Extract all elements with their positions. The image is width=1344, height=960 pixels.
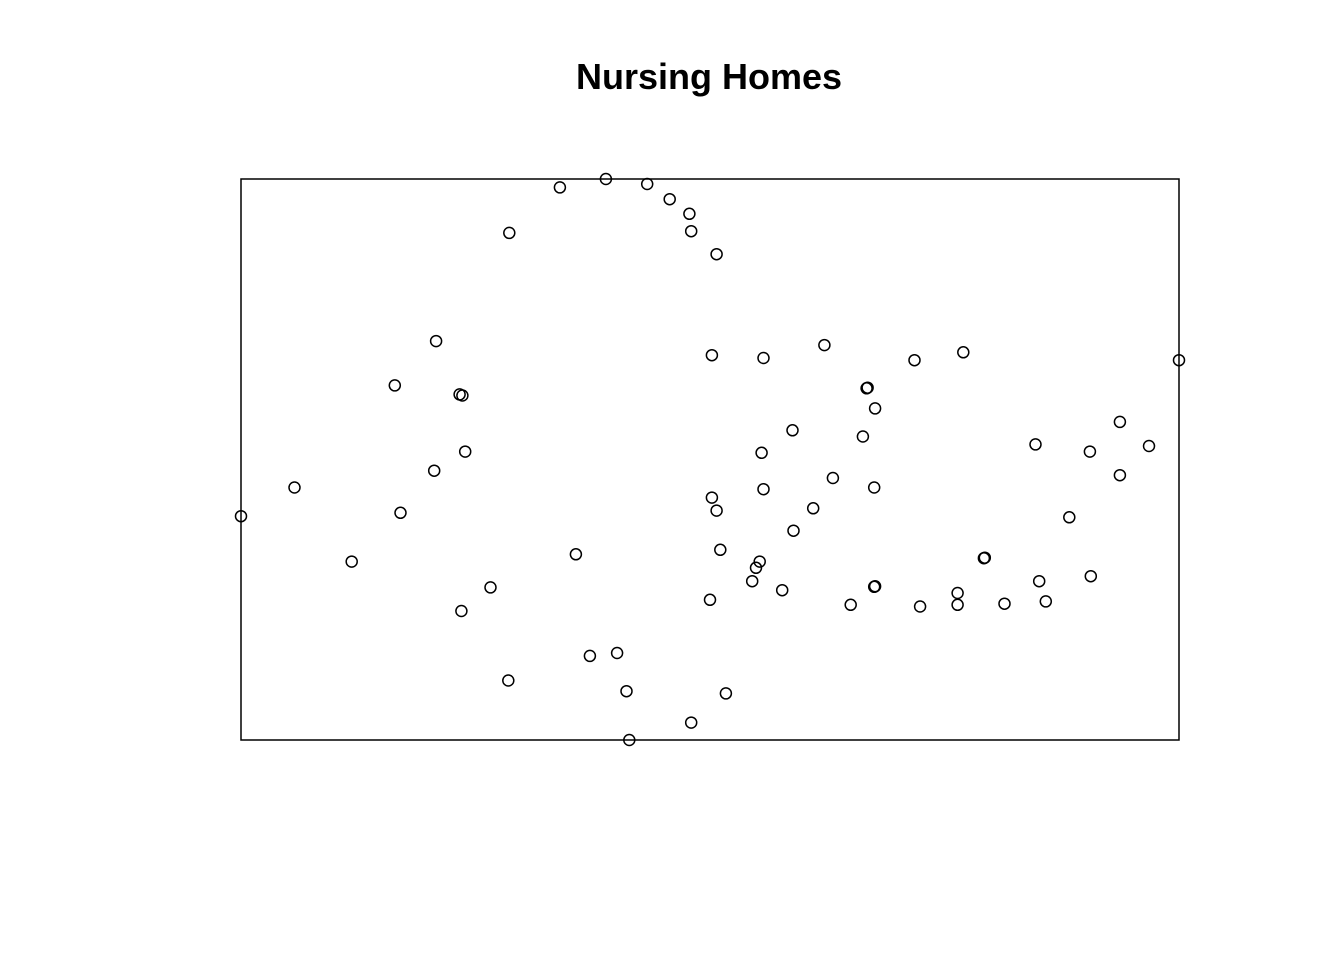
data-point — [710, 504, 723, 517]
data-point — [861, 381, 874, 394]
data-point — [749, 561, 763, 575]
data-point — [705, 491, 719, 504]
data-point — [867, 481, 881, 494]
data-point — [913, 600, 927, 613]
data-point — [705, 348, 719, 362]
data-point — [1083, 445, 1097, 458]
data-point — [684, 716, 698, 729]
data-point — [1032, 574, 1046, 588]
data-point — [663, 192, 676, 206]
data-point — [786, 424, 799, 437]
data-point — [484, 581, 497, 594]
data-point — [684, 224, 698, 238]
data-point — [583, 649, 597, 663]
data-point — [710, 247, 723, 261]
data-point — [1029, 438, 1042, 451]
data-point — [394, 506, 407, 520]
data-point — [714, 543, 727, 557]
data-point — [623, 733, 636, 747]
data-point — [978, 551, 992, 564]
data-point — [787, 524, 800, 537]
data-point — [719, 687, 733, 700]
data-point — [1113, 415, 1127, 429]
data-point — [868, 580, 882, 593]
plot-frame — [240, 178, 1180, 741]
data-point — [806, 502, 820, 515]
data-point — [610, 646, 624, 660]
data-point — [1084, 569, 1098, 583]
data-point — [998, 597, 1011, 610]
data-point — [1113, 468, 1127, 482]
data-point — [569, 548, 583, 561]
data-point — [703, 593, 717, 607]
data-point — [908, 353, 921, 367]
data-point — [388, 379, 402, 392]
data-point — [453, 388, 466, 401]
data-point — [818, 338, 831, 352]
data-point — [599, 172, 613, 186]
data-point — [951, 598, 964, 612]
chart-title: Nursing Homes — [575, 56, 843, 97]
data-point — [502, 674, 515, 687]
data-point — [1142, 439, 1156, 453]
data-point — [775, 583, 789, 597]
data-point — [345, 555, 358, 568]
data-point — [826, 471, 840, 485]
data-point — [856, 430, 870, 443]
data-point — [844, 598, 857, 612]
data-point — [868, 402, 882, 415]
data-point — [951, 586, 964, 600]
data-point — [1063, 511, 1076, 524]
data-point — [640, 177, 654, 191]
data-point — [757, 482, 770, 496]
data-point — [753, 555, 766, 568]
data-point — [957, 346, 970, 359]
data-point — [757, 351, 770, 365]
data-point — [503, 226, 516, 240]
data-point — [455, 604, 468, 618]
data-point — [458, 445, 472, 458]
data-point — [288, 481, 301, 494]
data-point — [620, 684, 633, 698]
data-point — [429, 334, 443, 348]
data-point — [683, 207, 696, 221]
points-layer — [234, 172, 1186, 747]
data-point — [1172, 353, 1186, 367]
data-point — [427, 464, 441, 477]
data-point — [553, 181, 567, 194]
data-point — [1039, 595, 1053, 608]
data-point — [745, 574, 759, 588]
data-point — [234, 509, 248, 523]
data-point — [755, 446, 768, 460]
